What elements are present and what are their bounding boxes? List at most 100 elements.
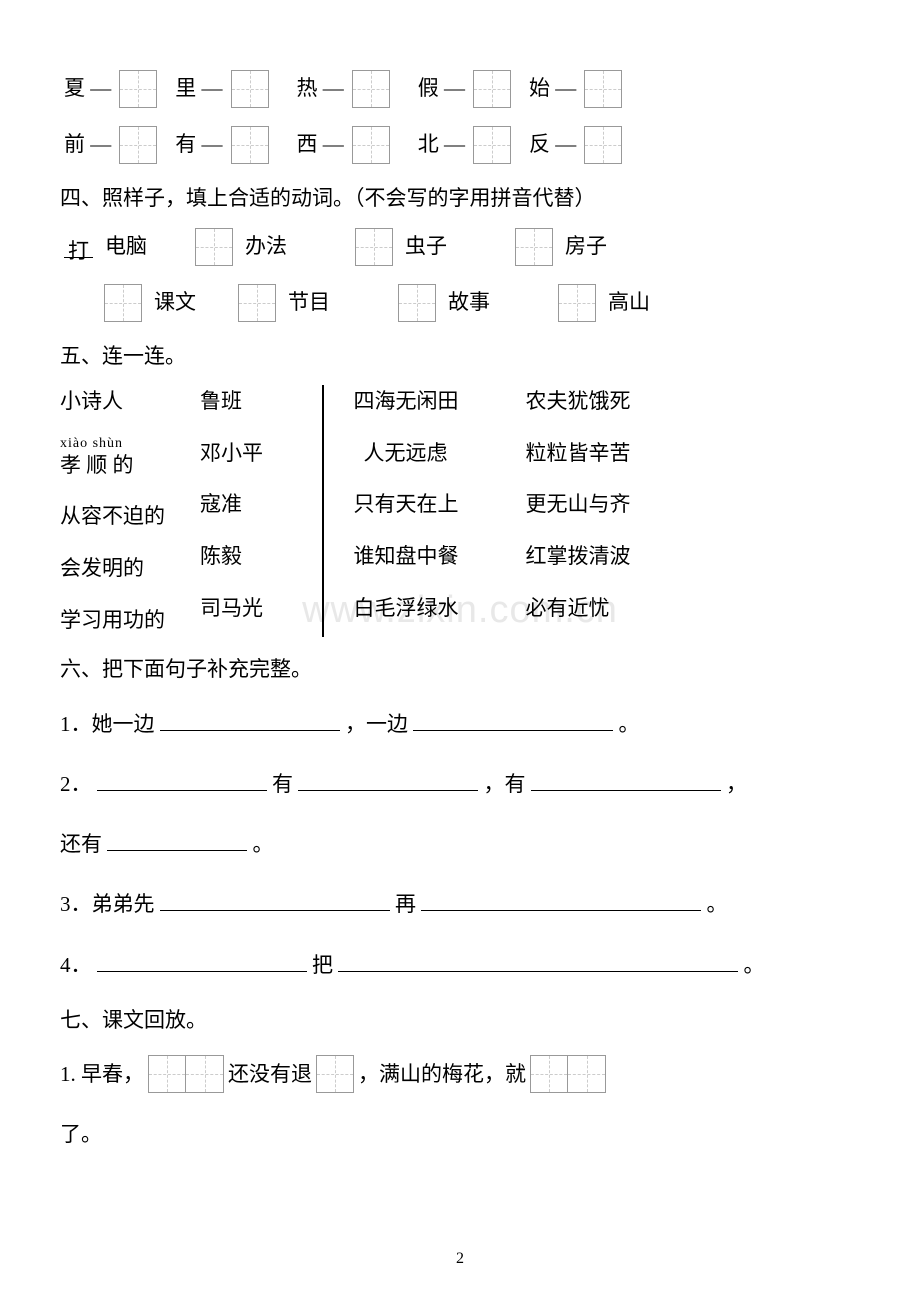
- answer-box[interactable]: [231, 126, 269, 164]
- text: 2．: [60, 772, 92, 796]
- match-item[interactable]: 从容不迫的: [60, 500, 200, 534]
- match-item[interactable]: 鲁班: [200, 385, 310, 419]
- text: ，一边: [345, 712, 408, 736]
- blank[interactable]: [338, 948, 738, 971]
- match-item[interactable]: 会发明的: [60, 552, 200, 586]
- answer-box[interactable]: [195, 228, 233, 266]
- text: 3．弟弟先: [60, 892, 155, 916]
- answer-box[interactable]: [352, 126, 390, 164]
- text: 有: [272, 772, 293, 796]
- answer-box[interactable]: [104, 284, 142, 322]
- verb-row-1: 打电脑 办法 虫子 房子: [60, 228, 860, 266]
- char: 始 —: [529, 72, 576, 106]
- match-item[interactable]: 谁知盘中餐: [354, 540, 486, 574]
- section7-title: 七、课文回放。: [60, 1004, 860, 1038]
- text: 再: [395, 892, 416, 916]
- match-col-3: 四海无闲田 人无远虑 只有天在上 谁知盘中餐 白毛浮绿水: [336, 385, 486, 637]
- char: 夏 —: [64, 72, 111, 106]
- verb-row-2: 课文 节目 故事 高山: [60, 284, 860, 322]
- match-item[interactable]: 白毛浮绿水: [354, 592, 486, 626]
- sentence-1: 1．她一边 ，一边 。: [60, 701, 860, 747]
- match-item[interactable]: 粒粒皆辛苦: [526, 437, 646, 471]
- answer-boxes[interactable]: [148, 1055, 224, 1093]
- char: 前 —: [64, 128, 111, 162]
- section7-q1b: 了。: [60, 1111, 860, 1157]
- answer-box[interactable]: [515, 228, 553, 266]
- match-item[interactable]: 司马光: [200, 592, 310, 626]
- match-col-4: 农夫犹饿死 粒粒皆辛苦 更无山与齐 红掌拨清波 必有近忧: [486, 385, 646, 637]
- word: 电脑: [105, 230, 147, 264]
- blank[interactable]: [97, 948, 307, 971]
- text: 1．她一边: [60, 712, 155, 736]
- text: 了。: [60, 1122, 102, 1146]
- match-item[interactable]: 只有天在上: [354, 488, 486, 522]
- example-text: 打: [68, 239, 89, 263]
- char: 西 —: [297, 128, 344, 162]
- match-item[interactable]: 陈毅: [200, 540, 310, 574]
- match-item[interactable]: 四海无闲田: [354, 385, 486, 419]
- section7-q1: 1. 早春， 还没有退 ，满山的梅花，就: [60, 1051, 860, 1097]
- answer-box[interactable]: [119, 126, 157, 164]
- answer-box[interactable]: [584, 70, 622, 108]
- match-item[interactable]: 小诗人: [60, 385, 200, 419]
- section5-title: 五、连一连。: [60, 340, 860, 374]
- antonym-row-1: 夏 — 里 — 热 — 假 — 始 —: [60, 70, 860, 108]
- match-col-1: 小诗人 xiào shùn 孝 顺 的 从容不迫的 会发明的 学习用功的: [60, 385, 200, 637]
- blank[interactable]: [298, 768, 478, 791]
- section4-title: 四、照样子，填上合适的动词。（不会写的字用拼音代替）: [60, 182, 860, 216]
- char: 反 —: [529, 128, 576, 162]
- match-col-2: 鲁班 邓小平 寇准 陈毅 司马光: [200, 385, 310, 637]
- match-item[interactable]: 邓小平: [200, 437, 310, 471]
- word: 高山: [608, 286, 650, 320]
- char: 假 —: [418, 72, 465, 106]
- section6-title: 六、把下面句子补充完整。: [60, 653, 860, 687]
- text: 把: [312, 953, 333, 977]
- match-item[interactable]: 农夫犹饿死: [526, 385, 646, 419]
- text: 4．: [60, 953, 92, 977]
- text: 。: [744, 953, 765, 977]
- antonym-row-2: 前 — 有 — 西 — 北 — 反 —: [60, 126, 860, 164]
- text: 还有: [60, 832, 102, 856]
- answer-box[interactable]: [355, 228, 393, 266]
- vertical-divider: [322, 385, 324, 637]
- text: 。: [619, 712, 640, 736]
- xiaoshun-chars: 孝 顺 的: [60, 453, 134, 477]
- answer-box[interactable]: [238, 284, 276, 322]
- answer-box[interactable]: [558, 284, 596, 322]
- answer-box[interactable]: [316, 1055, 354, 1093]
- char: 里 —: [175, 72, 222, 106]
- blank[interactable]: [413, 708, 613, 731]
- match-item[interactable]: 人无远虑: [354, 437, 486, 471]
- blank[interactable]: [107, 828, 247, 851]
- blank[interactable]: [531, 768, 721, 791]
- char: 北 —: [418, 128, 465, 162]
- sentence-2: 2． 有 ，有 ，: [60, 761, 860, 807]
- match-item[interactable]: 必有近忧: [526, 592, 646, 626]
- match-item[interactable]: 更无山与齐: [526, 488, 646, 522]
- sentence-2b: 还有 。: [60, 821, 860, 867]
- word: 虫子: [405, 230, 447, 264]
- word: 故事: [448, 286, 490, 320]
- answer-box[interactable]: [398, 284, 436, 322]
- text: ，有: [484, 772, 526, 796]
- answer-box[interactable]: [473, 70, 511, 108]
- word: 节目: [288, 286, 330, 320]
- char: 有 —: [175, 128, 222, 162]
- blank[interactable]: [160, 888, 390, 911]
- answer-box[interactable]: [352, 70, 390, 108]
- matching-block: 小诗人 xiào shùn 孝 顺 的 从容不迫的 会发明的 学习用功的 鲁班 …: [60, 385, 860, 637]
- match-item[interactable]: 寇准: [200, 488, 310, 522]
- blank[interactable]: [97, 768, 267, 791]
- answer-box[interactable]: [231, 70, 269, 108]
- match-item[interactable]: 学习用功的: [60, 604, 200, 638]
- pinyin: xiào shùn: [60, 437, 200, 451]
- text: 还没有退: [228, 1051, 312, 1097]
- answer-box[interactable]: [584, 126, 622, 164]
- blank[interactable]: [160, 708, 340, 731]
- answer-box[interactable]: [119, 70, 157, 108]
- blank[interactable]: [421, 888, 701, 911]
- answer-boxes[interactable]: [530, 1055, 606, 1093]
- match-item[interactable]: 红掌拨清波: [526, 540, 646, 574]
- match-item[interactable]: xiào shùn 孝 顺 的: [60, 437, 200, 483]
- answer-box[interactable]: [473, 126, 511, 164]
